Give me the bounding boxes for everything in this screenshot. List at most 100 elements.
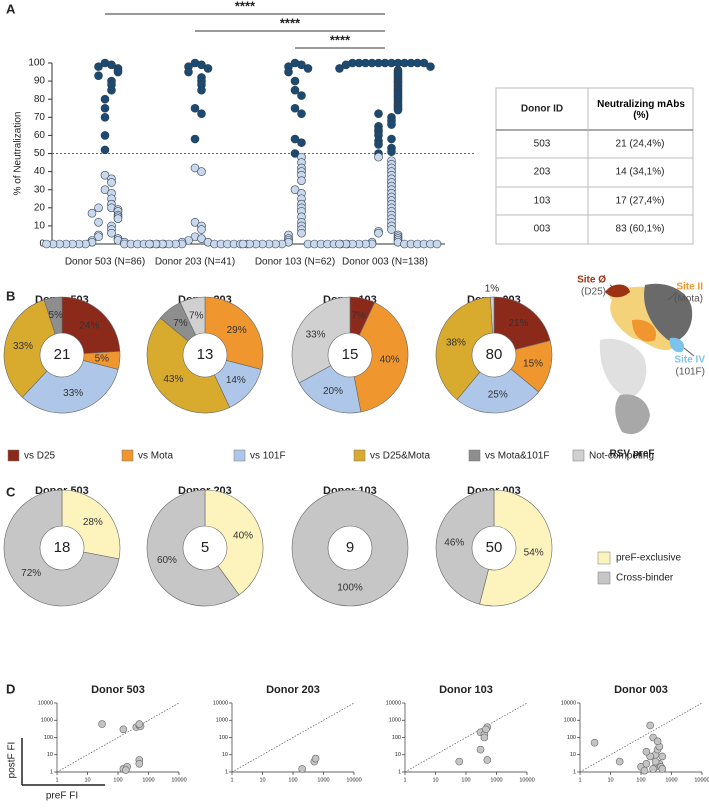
data-point <box>197 85 206 95</box>
x-tick-label: 1 <box>230 777 233 783</box>
y-tick-label: 80 <box>34 94 46 105</box>
x-tick-label: 10 <box>259 777 265 783</box>
y-axis-label: postF FI <box>7 742 18 779</box>
data-point <box>190 163 200 173</box>
table-header: Donor ID <box>521 104 563 115</box>
data-point <box>197 109 206 118</box>
data-point <box>374 140 383 149</box>
donut-center: 21 <box>54 346 71 363</box>
data-point <box>197 234 206 243</box>
data-point <box>121 766 130 774</box>
donut-label: 1% <box>485 284 500 295</box>
data-point <box>658 752 667 761</box>
data-point <box>190 217 200 227</box>
data-point <box>480 733 489 742</box>
donut-segment <box>21 360 119 414</box>
data-point <box>94 232 103 242</box>
y-tick-label: 10000 <box>38 700 53 706</box>
donut-segment <box>3 299 56 398</box>
data-point <box>298 765 306 773</box>
x-tick-label: 1000 <box>317 777 329 783</box>
data-point <box>135 720 144 728</box>
table-cell: 21 (24,4%) <box>616 139 665 150</box>
data-point <box>197 60 206 70</box>
donut-label: 40% <box>233 530 253 541</box>
x-tick-label: Donor 503 (N=86) <box>65 257 145 268</box>
data-point <box>649 765 657 773</box>
site-label: (101F) <box>676 367 705 378</box>
diagonal <box>231 702 355 773</box>
donut-segment <box>146 317 231 414</box>
leader-line <box>683 347 695 357</box>
data-point <box>107 228 116 238</box>
diagonal <box>579 702 703 773</box>
panel-label: D <box>6 681 15 696</box>
y-tick-label: 100 <box>567 735 576 741</box>
data-point <box>135 759 144 768</box>
y-tick-label: 1000 <box>389 718 401 724</box>
y-tick-label: 1 <box>573 769 576 775</box>
x-tick-label: 1 <box>578 777 581 783</box>
donut-center: 80 <box>486 346 503 363</box>
y-tick-label: 1000 <box>41 718 53 724</box>
donut-segment <box>493 296 551 350</box>
table-border <box>495 87 694 245</box>
data-point <box>432 239 442 249</box>
table-cell: 003 <box>534 224 551 235</box>
legend-swatch <box>353 449 366 462</box>
panel-label: C <box>6 484 16 499</box>
data-point <box>145 239 154 249</box>
donut-label: 60% <box>157 555 177 566</box>
data-point <box>653 737 662 746</box>
donut-label: 20% <box>323 386 343 397</box>
donut-segment <box>3 489 120 607</box>
donut-label: 46% <box>444 538 464 549</box>
data-point <box>651 757 660 766</box>
site-label: Site IV <box>674 355 705 366</box>
y-tick-label: 1 <box>225 769 228 775</box>
y-tick-label: 10 <box>570 752 576 758</box>
donut-label: 29% <box>227 325 247 336</box>
donut-label: 7% <box>189 311 204 322</box>
data-point <box>42 239 51 249</box>
data-point <box>482 725 490 734</box>
data-point <box>455 757 464 766</box>
y-tick-label: 10000 <box>213 700 228 706</box>
legend-swatch <box>7 449 20 462</box>
panel-label: A <box>6 1 16 16</box>
data-point <box>615 757 624 766</box>
data-point <box>107 60 116 70</box>
data-point <box>190 103 200 113</box>
x-tick-label: 100 <box>113 777 122 783</box>
x-tick-label: 1000 <box>665 777 677 783</box>
x-tick-label: 100 <box>636 777 645 783</box>
y-tick-label: 1000 <box>564 718 576 724</box>
data-point <box>419 58 429 68</box>
data-point <box>284 67 293 77</box>
donut-label: 72% <box>21 568 41 579</box>
data-point <box>297 109 306 118</box>
y-tick-label: 20 <box>34 202 46 213</box>
site-label: Site II <box>676 282 703 293</box>
y-tick-label: 100 <box>28 58 45 69</box>
data-point <box>290 149 300 158</box>
data-point <box>290 185 300 194</box>
data-point <box>341 60 351 70</box>
donut-label: 7% <box>173 318 188 329</box>
data-point <box>297 176 306 185</box>
table-header: Neutralizing mAbs (%) <box>597 99 685 121</box>
data-point <box>113 214 123 223</box>
y-tick-label: 50 <box>34 148 46 159</box>
donut-center: 50 <box>486 539 503 556</box>
panel-label: B <box>6 288 15 303</box>
donut-segment <box>435 296 493 401</box>
data-point <box>238 239 248 249</box>
donut-label: 15% <box>523 358 543 369</box>
y-tick-label: 60 <box>34 130 46 141</box>
leader-line <box>667 291 678 301</box>
data-point <box>100 113 110 122</box>
donut-segment <box>146 489 240 607</box>
site-label: Site Ø <box>577 275 606 286</box>
donut-label: 5% <box>95 353 110 364</box>
y-tick-label: 10000 <box>386 700 401 706</box>
